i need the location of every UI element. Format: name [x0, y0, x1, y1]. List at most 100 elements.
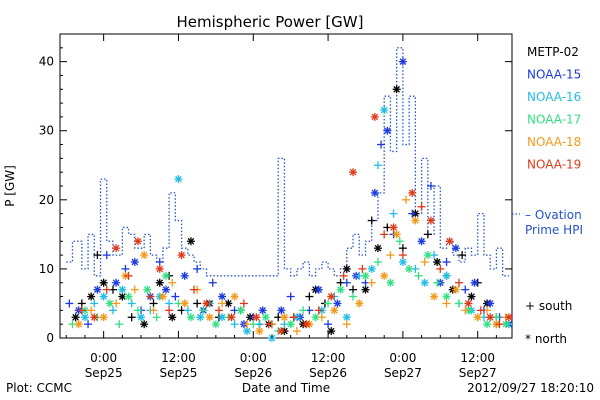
noaa-18-point [87, 306, 96, 315]
marker-d2 [119, 286, 126, 293]
footer-source: Plot: CCMC [6, 381, 72, 395]
marker-d2 [119, 293, 126, 300]
noaa-17-point [386, 278, 395, 287]
noaa-17-point [349, 292, 358, 301]
marker-d2 [168, 313, 176, 321]
noaa-18-point [461, 306, 470, 315]
noaa-19-point [155, 264, 164, 273]
marker-d2 [430, 293, 438, 300]
y-tick-label: 10 [39, 262, 54, 276]
marker-d2 [140, 320, 148, 328]
noaa-15-point [370, 188, 379, 197]
metp-02-point [467, 292, 476, 301]
marker-d2 [355, 300, 363, 307]
noaa-15-point [84, 320, 93, 329]
noaa-15-point [408, 209, 417, 218]
legend-south-marker: + south [525, 299, 572, 313]
noaa-17-point [143, 285, 152, 294]
marker-d2 [408, 189, 416, 197]
marker-d2 [387, 279, 394, 287]
noaa-15-point [426, 182, 435, 190]
noaa-15-point [442, 258, 451, 266]
noaa-15-point [102, 251, 111, 260]
metp-02-point [398, 244, 407, 253]
noaa-15-point [461, 285, 470, 294]
x-tick-label-time: 12:00 [460, 351, 495, 365]
noaa-18-point [99, 313, 108, 322]
noaa-16-point [380, 106, 389, 114]
noaa-15-point [258, 306, 267, 315]
noaa-19-point [264, 320, 273, 329]
marker-d2 [187, 237, 195, 245]
ovation-step-path [66, 47, 509, 277]
noaa-15-point [333, 299, 342, 308]
noaa-16-point [165, 299, 174, 308]
marker-d2 [399, 258, 407, 266]
y-tick-label: 20 [39, 193, 54, 207]
marker-d2 [162, 272, 170, 280]
noaa-16-point [230, 320, 239, 329]
noaa-18-point [130, 285, 139, 294]
noaa-18-point [140, 251, 149, 260]
noaa-15-point [155, 258, 164, 266]
marker-d2 [156, 279, 164, 287]
marker-d2 [262, 313, 270, 321]
metp-02-point [327, 327, 336, 336]
noaa-19-point [380, 230, 389, 239]
noaa-18-point [243, 320, 252, 329]
marker-d2 [281, 313, 288, 321]
marker-d2 [452, 244, 460, 252]
marker-d2 [471, 279, 478, 287]
marker-d2 [156, 265, 164, 273]
noaa-18-point [330, 306, 339, 315]
metp-02-point [373, 244, 382, 253]
noaa-16-point [373, 161, 382, 170]
noaa-19-point [177, 251, 186, 260]
noaa-16-point [442, 271, 451, 280]
x-tick-label-date: Sep26 [234, 366, 272, 380]
y-tick-label: 0 [46, 331, 54, 345]
marker-d2 [327, 327, 335, 335]
marker-d2 [468, 293, 475, 300]
marker-d2 [337, 286, 344, 293]
legend-noaa-19: NOAA-19 [527, 158, 581, 172]
noaa-17-point [405, 264, 414, 273]
marker-d2 [212, 320, 220, 328]
noaa-19-point [112, 244, 121, 253]
noaa-18-point [180, 299, 189, 308]
noaa-16-point [183, 306, 192, 315]
marker-d2 [486, 313, 494, 321]
metp-02-point [140, 320, 149, 329]
satellite-points [65, 57, 513, 342]
noaa-17-point [161, 271, 170, 280]
noaa-19-point [495, 320, 504, 329]
noaa-16-point [127, 299, 136, 308]
noaa-18-point [218, 299, 227, 308]
noaa-16-point [420, 278, 429, 287]
noaa-17-point [236, 306, 245, 315]
marker-d2 [393, 85, 401, 93]
x-tick-label-date: Sep27 [459, 366, 497, 380]
noaa-19-point [133, 237, 142, 246]
metp-02-point [193, 299, 202, 308]
marker-d2 [277, 327, 285, 335]
marker-d2 [140, 251, 148, 259]
marker-d2 [81, 313, 89, 321]
noaa-19-point [289, 313, 298, 322]
marker-d2 [237, 307, 245, 314]
metp-02-point [367, 216, 376, 225]
x-tick-label-date: Sep25 [85, 366, 123, 380]
marker-d2 [502, 320, 510, 328]
plot-area [59, 33, 513, 339]
metp-02-point [361, 285, 370, 294]
noaa-18-point [317, 313, 326, 322]
ovation-prime-hpi-line [66, 47, 509, 277]
noaa-18-point [380, 271, 389, 280]
marker-d2 [343, 265, 351, 273]
metp-02-point [87, 292, 96, 301]
noaa-16-point [196, 313, 205, 322]
noaa-17-point [324, 299, 333, 308]
legend: METP-02 NOAA-15 NOAA-16 NOAA-17 NOAA-18 NOAA-… [512, 45, 583, 346]
noaa-15-point [451, 244, 460, 253]
